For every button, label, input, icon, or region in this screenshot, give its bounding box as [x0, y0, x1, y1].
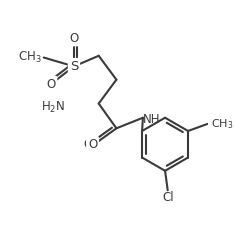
Text: O: O — [69, 32, 79, 45]
Text: O: O — [69, 32, 79, 45]
Text: O: O — [83, 138, 92, 151]
Text: NH: NH — [143, 113, 161, 126]
Text: H$_2$N: H$_2$N — [41, 100, 65, 115]
Text: Cl: Cl — [162, 191, 174, 204]
Text: CH$_3$: CH$_3$ — [211, 117, 234, 131]
Text: S: S — [70, 60, 78, 73]
Text: O: O — [46, 78, 55, 91]
Text: CH$_3$: CH$_3$ — [18, 50, 42, 65]
Text: S: S — [70, 60, 78, 73]
Text: O: O — [88, 138, 97, 151]
Text: O: O — [46, 78, 55, 91]
